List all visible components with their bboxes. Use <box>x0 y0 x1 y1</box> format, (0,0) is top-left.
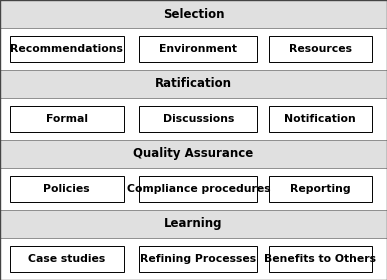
Bar <box>269 36 372 62</box>
Bar <box>10 246 124 272</box>
Text: Formal: Formal <box>46 114 88 124</box>
Text: Case studies: Case studies <box>28 254 105 264</box>
Text: Benefits to Others: Benefits to Others <box>264 254 376 264</box>
Bar <box>0 238 387 280</box>
Bar <box>0 210 387 238</box>
Bar <box>139 176 257 202</box>
Bar <box>10 36 124 62</box>
Bar <box>139 36 257 62</box>
Text: Reporting: Reporting <box>290 184 351 194</box>
Text: Environment: Environment <box>159 44 237 54</box>
Bar <box>0 70 387 98</box>
Text: Recommendations: Recommendations <box>10 44 123 54</box>
Text: Learning: Learning <box>164 218 223 230</box>
Text: Selection: Selection <box>163 8 224 20</box>
Text: Ratification: Ratification <box>155 78 232 90</box>
Bar <box>269 176 372 202</box>
Bar <box>139 246 257 272</box>
Bar <box>0 140 387 168</box>
Bar <box>0 0 387 28</box>
Bar <box>269 106 372 132</box>
Bar <box>269 246 372 272</box>
Text: Notification: Notification <box>284 114 356 124</box>
Bar <box>0 168 387 210</box>
Bar <box>139 106 257 132</box>
Bar <box>0 28 387 70</box>
Text: Resources: Resources <box>289 44 352 54</box>
Text: Compliance procedures: Compliance procedures <box>127 184 270 194</box>
Text: Discussions: Discussions <box>163 114 234 124</box>
Bar <box>0 98 387 140</box>
Text: Policies: Policies <box>43 184 90 194</box>
Text: Quality Assurance: Quality Assurance <box>134 148 253 160</box>
Text: Refining Processes: Refining Processes <box>140 254 257 264</box>
Bar <box>10 176 124 202</box>
Bar <box>10 106 124 132</box>
